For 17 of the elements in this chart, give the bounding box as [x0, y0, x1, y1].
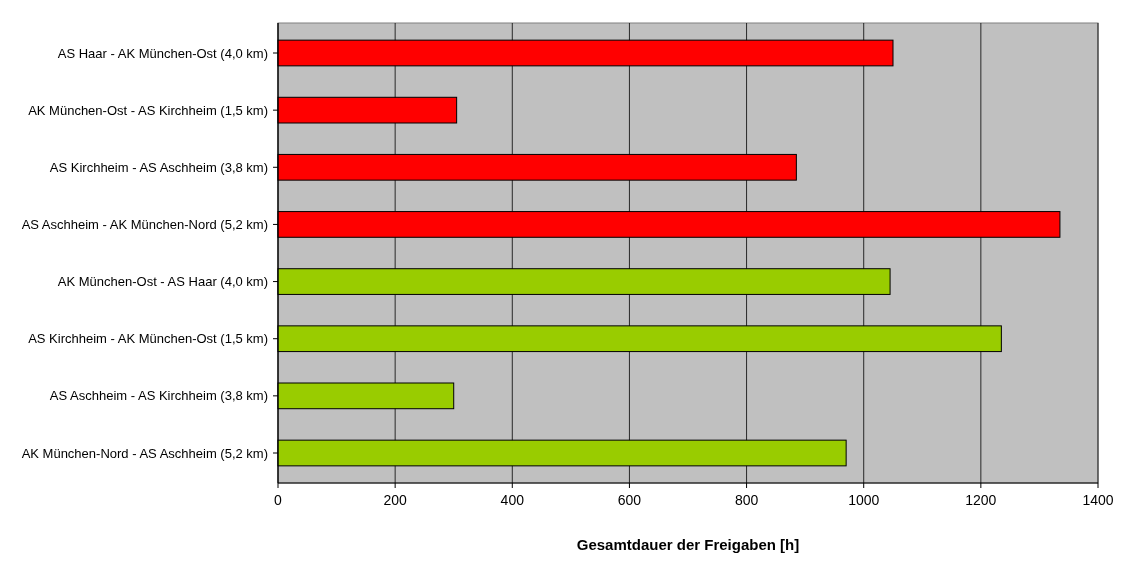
- x-tick-label: 0: [274, 492, 283, 508]
- x-tick-label: 200: [383, 492, 408, 508]
- y-tick-label: AS Kirchheim - AK München-Ost (1,5 km): [28, 331, 268, 347]
- y-tick-label: AS Aschheim - AS Kirchheim (3,8 km): [49, 388, 268, 404]
- y-tick-label: AK München-Ost - AS Kirchheim (1,5 km): [28, 102, 268, 118]
- x-tick-label: 800: [734, 492, 759, 508]
- x-tick-label: 1400: [1082, 492, 1114, 508]
- y-tick-label: AS Aschheim - AK München-Nord (5,2 km): [21, 216, 268, 232]
- y-tick-label: AS Haar - AK München-Ost (4,0 km): [57, 45, 268, 61]
- x-axis-title: Gesamtdauer der Freigaben [h]: [576, 536, 800, 553]
- y-tick-label: AK München-Nord - AS Aschheim (5,2 km): [21, 445, 268, 461]
- x-tick-label: 600: [617, 492, 642, 508]
- x-tick-label: 1200: [965, 492, 997, 508]
- x-tick-label: 1000: [848, 492, 880, 508]
- y-tick-label: AK München-Ost - AS Haar (4,0 km): [57, 274, 268, 290]
- y-tick-label: AS Kirchheim - AS Aschheim (3,8 km): [49, 159, 268, 175]
- x-tick-label: 400: [500, 492, 525, 508]
